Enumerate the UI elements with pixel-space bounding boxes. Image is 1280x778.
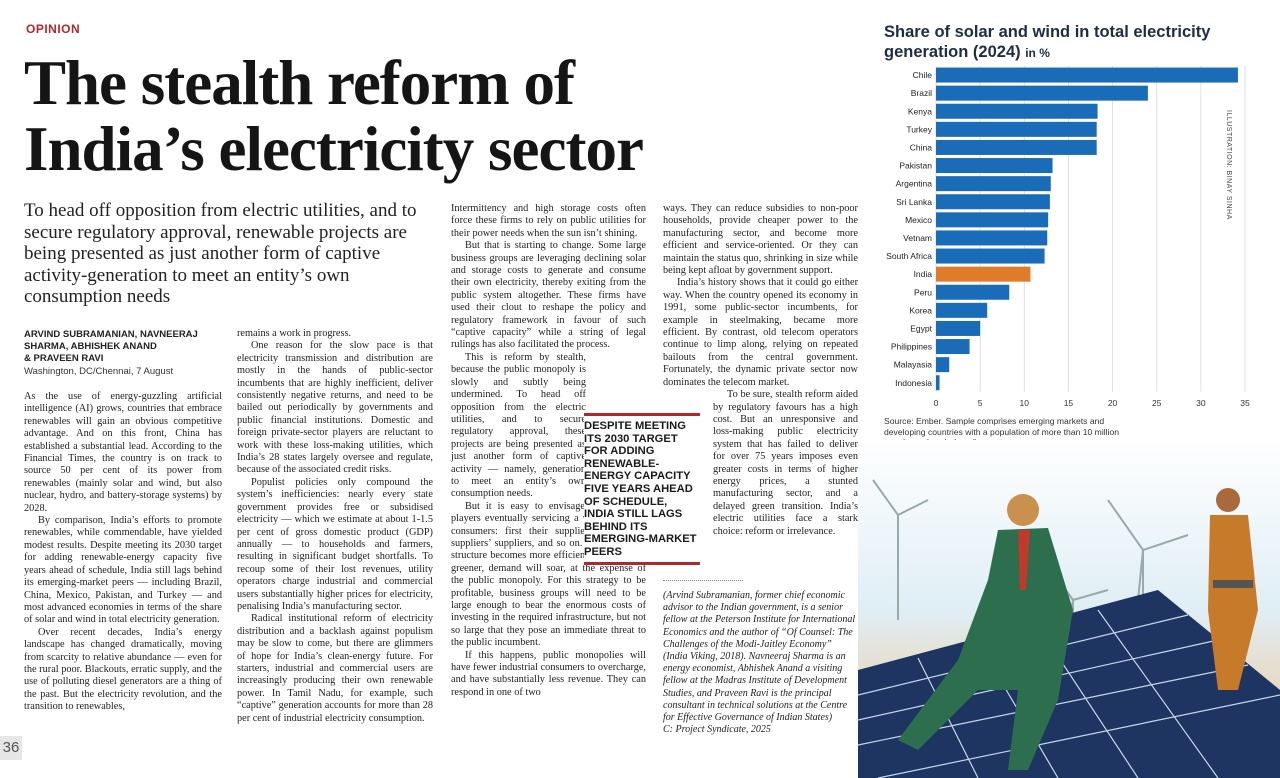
paragraph: If this happens, public monopolies will … [451, 649, 646, 698]
category-label: South Africa [886, 251, 932, 261]
headline: The stealth reform of India’s electricit… [24, 50, 724, 182]
bar-kenya [936, 103, 1098, 119]
x-tick-label: 5 [978, 398, 983, 408]
bar-vetnam [936, 230, 1048, 246]
category-label: Indonesia [895, 378, 932, 388]
column-3: Intermittency and high storage costs oft… [451, 203, 646, 699]
bar-china [936, 139, 1097, 155]
paragraph: One reason for the slow pace is that ele… [237, 340, 433, 476]
category-label: Peru [914, 287, 932, 297]
paragraph: Intermittency and high storage costs oft… [451, 203, 646, 239]
divider [663, 580, 743, 581]
paragraph: As the use of energy-guzzling artificial… [24, 391, 222, 514]
chart-unit: in % [1025, 46, 1050, 60]
paragraph: India’s history shows that it could go e… [663, 277, 858, 388]
bar-chart: 0 5 10 15 20 25 30 35 Chile Brazil Kenya Turkey Chin… [886, 66, 1250, 408]
bar-indonesia [936, 375, 940, 391]
bar-sri-lanka [936, 194, 1050, 210]
category-label: Sri Lanka [896, 197, 932, 207]
bio-credit: C: Project Syndicate, 2025 [663, 724, 771, 736]
x-tick-label: 30 [1196, 398, 1206, 408]
chart-title: Share of solar and wind in total electri… [884, 22, 1244, 63]
dateline: Washington, DC/Chennai, 7 August [24, 366, 174, 377]
category-label: China [910, 142, 932, 152]
bar-brazil [936, 85, 1148, 101]
paragraph: remains a work in progress. [237, 328, 352, 339]
section-label: OPINION [26, 22, 81, 36]
headline-line-2: India’s electricity sector [24, 114, 644, 184]
wind-turbine-icon [872, 479, 1189, 700]
bar-south-africa [936, 248, 1045, 264]
category-label: Korea [909, 305, 932, 315]
chart-title-text: Share of solar and wind in total electri… [884, 23, 1211, 61]
paragraph: By comparison, India’s efforts to promot… [24, 515, 222, 626]
worker-figure-icon [1208, 488, 1258, 690]
category-label: Pakistan [899, 161, 932, 171]
bar-chile [936, 67, 1238, 83]
bio-text: (Arvind Subramanian, former chief econom… [663, 590, 856, 724]
byline-line: SHARMA, ABHISHEK ANAND [24, 341, 157, 352]
paragraph: But it is easy to envisage large private… [451, 500, 646, 649]
x-tick-label: 15 [1064, 398, 1074, 408]
bar-malayasia [936, 357, 950, 373]
category-label: Brazil [911, 88, 932, 98]
bar-egypt [936, 320, 981, 336]
x-tick-label: 20 [1108, 398, 1118, 408]
column-2: remains a work in progress. One reason f… [237, 328, 433, 725]
category-label: Kenya [908, 106, 932, 116]
standfirst: To head off opposition from electric uti… [24, 200, 417, 307]
category-label: Turkey [906, 124, 932, 134]
x-tick-label: 35 [1240, 398, 1250, 408]
paragraph: To be sure, stealth reform aided by regu… [713, 389, 858, 537]
bar-argentina [936, 176, 1051, 192]
bar-india [936, 266, 1031, 282]
paragraph: This is reform by stealth, because the p… [451, 351, 586, 500]
category-label: Philippines [891, 342, 932, 352]
paragraph: But that is starting to change. Some lar… [451, 240, 646, 351]
column-1: As the use of energy-guzzling artificial… [24, 391, 222, 714]
category-label: Argentina [896, 179, 933, 189]
businessman-figure-icon [898, 494, 1073, 770]
paragraph: Radical institutional reform of electric… [237, 613, 433, 724]
category-label: Mexico [905, 215, 932, 225]
paragraph: Populist policies only compound the syst… [237, 476, 433, 612]
bar-philippines [936, 339, 970, 355]
category-label: Vetnam [903, 233, 932, 243]
bar-pakistan [936, 158, 1053, 174]
bar-korea [936, 302, 988, 318]
byline: ARVIND SUBRAMANIAN, NAVNEERAJ SHARMA, AB… [24, 329, 224, 365]
paragraph: Over recent decades, India’s energy land… [24, 626, 222, 713]
byline-line: ARVIND SUBRAMANIAN, NAVNEERAJ [24, 329, 198, 340]
page-number: 36 [0, 736, 22, 760]
bar-mexico [936, 212, 1049, 228]
illustration-credit: ILLUSTRATION: BINAY SINHA [1225, 110, 1232, 220]
x-tick-label: 25 [1152, 398, 1162, 408]
pull-quote: DESPITE MEETING ITS 2030 TARGET FOR ADDI… [584, 413, 700, 565]
headline-line-1: The stealth reform of [24, 48, 575, 118]
bar-turkey [936, 121, 1097, 137]
author-bio: (Arvind Subramanian, former chief econom… [663, 590, 858, 736]
category-label: Egypt [910, 323, 932, 333]
byline-line: & PRAVEEN RAVI [24, 353, 104, 364]
bar-peru [936, 284, 1010, 300]
solar-panels-illustration [858, 440, 1280, 778]
category-label: Chile [913, 70, 933, 80]
paragraph: ways. They can reduce subsidies to non-p… [663, 203, 858, 277]
x-tick-label: 0 [934, 398, 939, 408]
category-label: India [914, 269, 933, 279]
column-4: ways. They can reduce subsidies to non-p… [663, 203, 858, 538]
x-tick-label: 10 [1020, 398, 1030, 408]
category-label: Malayasia [894, 360, 933, 370]
